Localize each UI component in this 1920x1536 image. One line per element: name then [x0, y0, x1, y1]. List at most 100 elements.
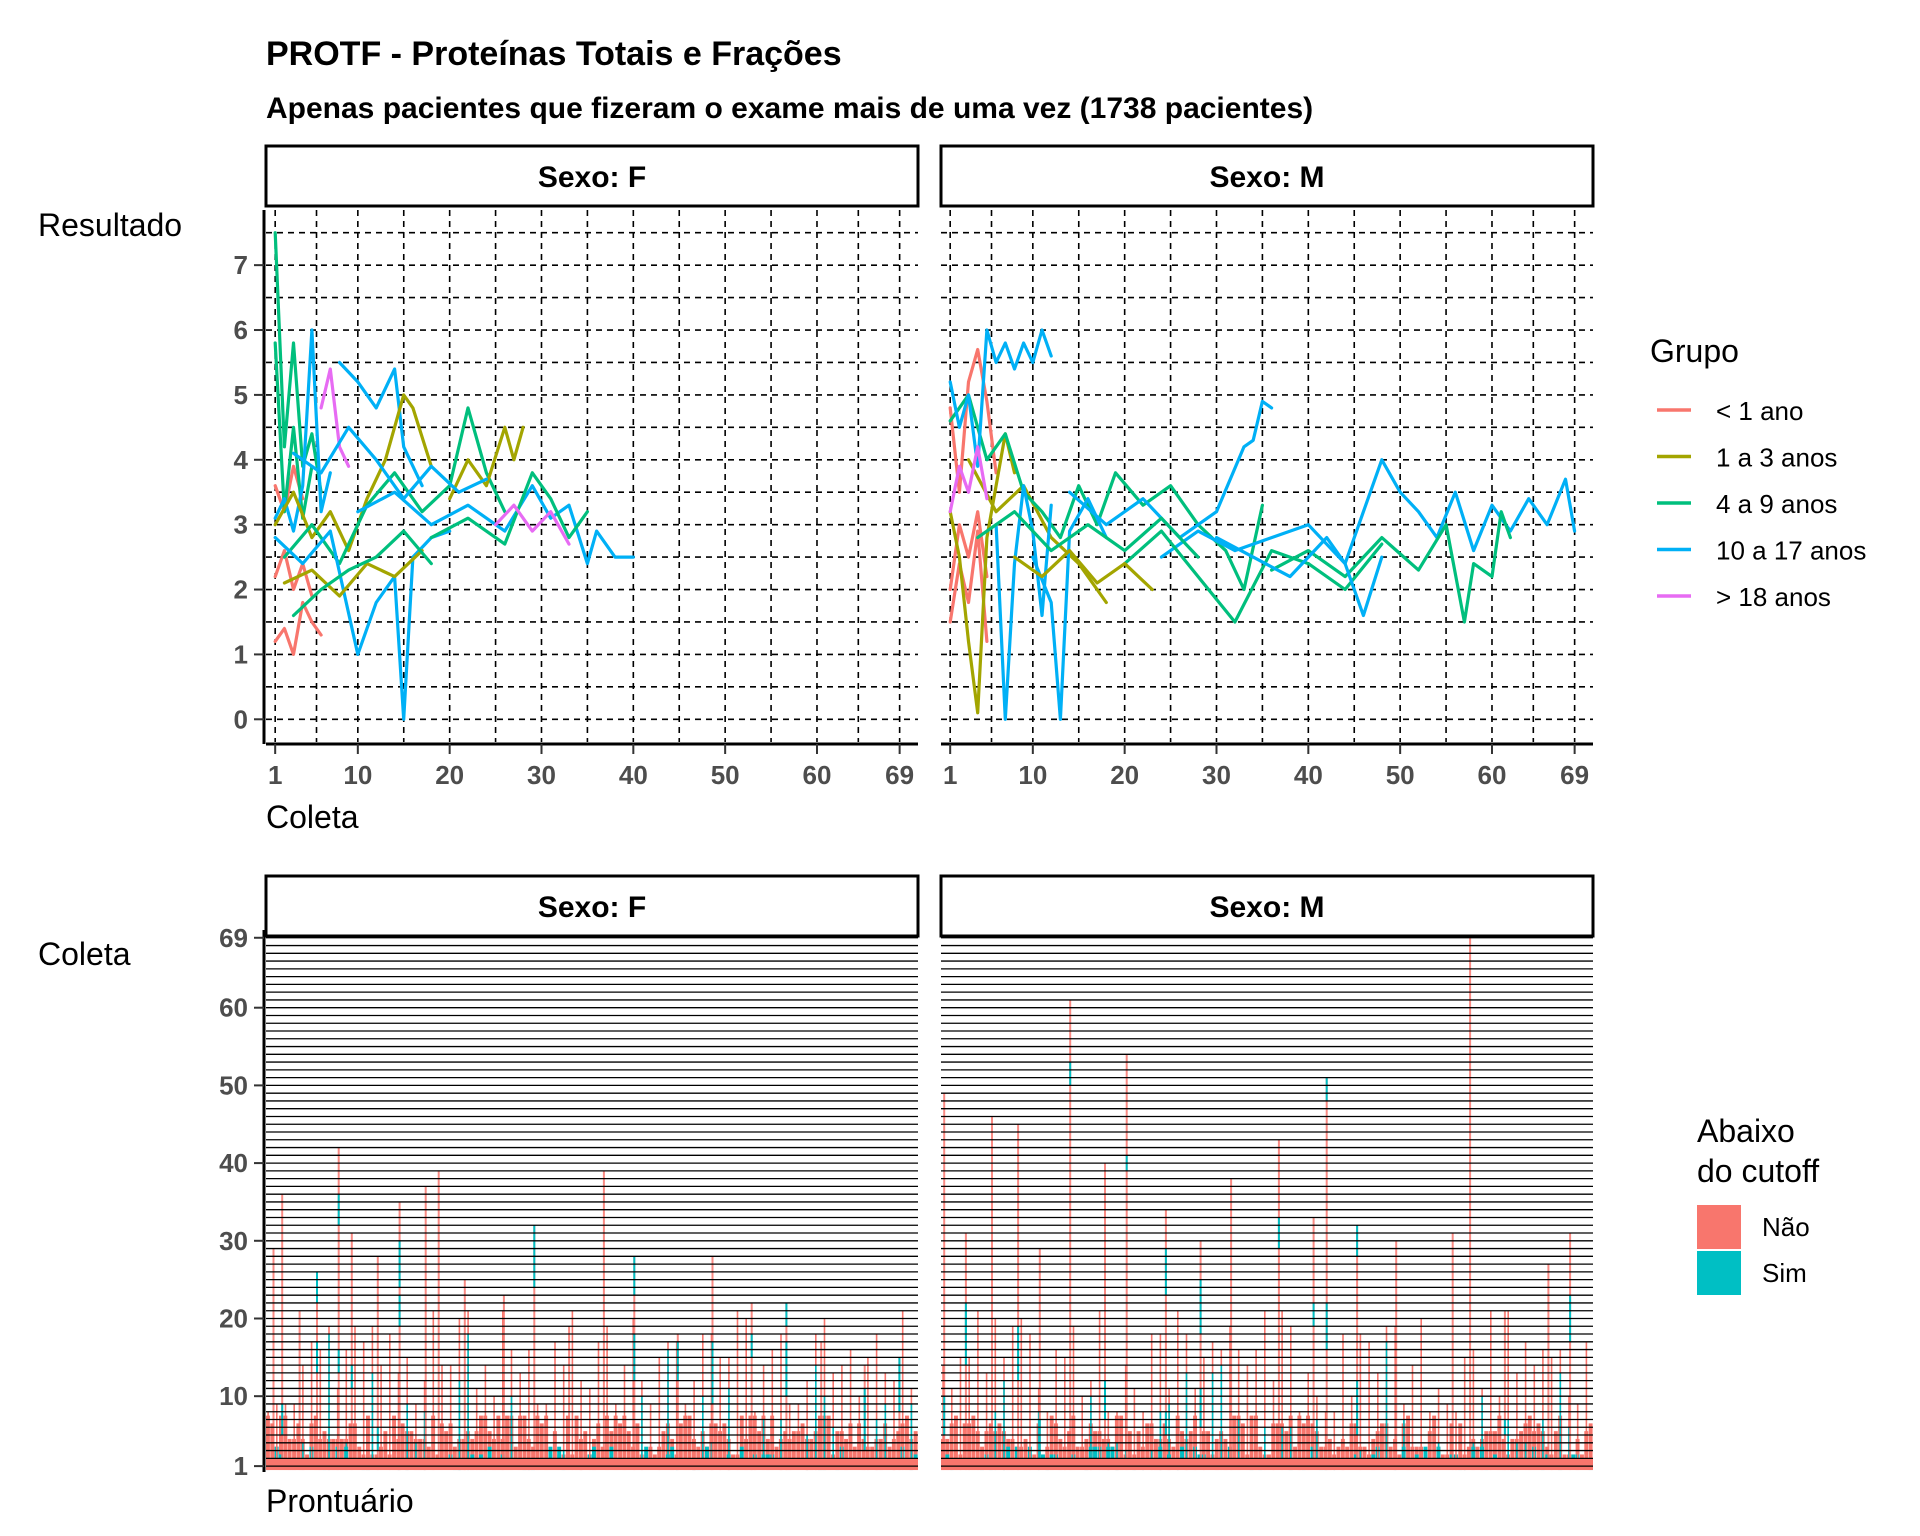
y-tick-label: 69 [219, 923, 248, 953]
bar-medium [1350, 1396, 1353, 1470]
bar-medium-sim [1568, 1427, 1570, 1470]
bar-medium [942, 1365, 944, 1471]
bar-tall [1199, 1240, 1202, 1470]
bar-tall-sim [337, 1349, 340, 1373]
bar-medium [1463, 1357, 1466, 1471]
bar-band [266, 1458, 918, 1471]
bar-medium [1516, 1372, 1518, 1470]
bar-medium-sim [1472, 1442, 1475, 1471]
y-tick-label: 0 [234, 704, 248, 734]
bar-medium [615, 1403, 617, 1470]
bar-medium-sim [1185, 1372, 1188, 1470]
bar-medium-sim [1516, 1442, 1518, 1471]
line-4-a-9-anos [429, 471, 590, 546]
bar-medium [1377, 1372, 1379, 1470]
bar-medium-sim [371, 1372, 374, 1470]
bar-medium [951, 1388, 953, 1471]
bar-medium [1472, 1349, 1475, 1470]
bar-medium [319, 1349, 322, 1470]
legend-key-sim [1697, 1251, 1741, 1295]
bar-medium [1194, 1388, 1196, 1471]
bar-medium [1333, 1411, 1336, 1471]
bar-medium [780, 1334, 782, 1471]
line-4-a-9-anos [291, 529, 433, 618]
bar-medium-sim [1316, 1419, 1318, 1470]
bar-medium [441, 1365, 443, 1471]
bar-base [1058, 1438, 1063, 1471]
bar-base [1310, 1423, 1315, 1470]
bar-base [1458, 1423, 1463, 1470]
bar-medium [959, 1357, 962, 1471]
bar-base [400, 1423, 405, 1470]
bar-medium [502, 1310, 504, 1471]
bar-medium-sim [1159, 1411, 1162, 1471]
bar-medium [1490, 1310, 1492, 1471]
x-tick-label: 50 [1386, 760, 1415, 790]
bar-medium-sim [641, 1396, 643, 1470]
x-tick-label: 20 [1110, 760, 1139, 790]
bar-tall [376, 1256, 379, 1471]
bar-medium-sim [884, 1403, 887, 1470]
bar-medium [380, 1365, 382, 1471]
bar-base [1510, 1438, 1515, 1471]
bar-base [1084, 1438, 1089, 1471]
legend-label-4-a-9-anos: 4 a 9 anos [1716, 489, 1837, 519]
facet-label-bottom-m: Sexo: M [1209, 891, 1324, 924]
bar-base [348, 1423, 353, 1470]
bar-base [722, 1423, 727, 1470]
bar-medium [1264, 1310, 1266, 1471]
bar-medium [1272, 1380, 1275, 1471]
line-1-a-3-anos [1012, 548, 1154, 592]
bar-base [1214, 1438, 1219, 1471]
line-10-a-17-anos [273, 529, 452, 721]
bar-base [1240, 1423, 1245, 1470]
bar-medium [571, 1310, 574, 1471]
y-tick-label: 5 [234, 380, 248, 410]
bar-medium [1368, 1341, 1370, 1470]
bar-tall-sim [350, 1365, 353, 1389]
bar-tall-sim [676, 1341, 679, 1381]
bar-medium [1064, 1357, 1066, 1471]
line-1-a-3-anos [448, 425, 525, 501]
facet-strip-top-f: Sexo: F [264, 144, 920, 208]
legend-label-1-ano: < 1 ano [1716, 396, 1803, 426]
legend-title-cutoff-line2: do cutoff [1697, 1153, 1819, 1189]
bar-tall [568, 1326, 571, 1470]
bar-base [1353, 1423, 1358, 1470]
bar-tall-sim [898, 1357, 901, 1412]
bar-tall [820, 1341, 823, 1470]
axes-bottom: 1 10 20 30 40 50 60 69 [219, 923, 266, 1481]
bar-medium-sim [1264, 1427, 1266, 1470]
bar-medium [1046, 1411, 1049, 1471]
line-10-a-17-anos [356, 484, 635, 566]
y-tick-label: 60 [219, 993, 248, 1023]
bar-tall-sim [633, 1256, 636, 1296]
line-4-a-9-anos [1269, 510, 1513, 624]
bar-medium-sim [1403, 1419, 1405, 1470]
bar-medium [1324, 1411, 1327, 1471]
bar-medium [771, 1349, 774, 1470]
line-1-ano [273, 600, 323, 657]
bar-medium-sim [994, 1411, 997, 1471]
lines-panel-m [948, 328, 1577, 721]
bar-base [1154, 1438, 1158, 1471]
bar-medium-sim [406, 1403, 408, 1470]
y-tick-label: 10 [219, 1381, 248, 1411]
bar-medium-sim [875, 1419, 878, 1470]
bar-tall-sim [785, 1341, 788, 1397]
bar-medium [1203, 1357, 1205, 1471]
bar-base [270, 1423, 275, 1470]
bar-medium [1142, 1411, 1144, 1471]
x-tick-label: 60 [803, 760, 832, 790]
bar-medium [493, 1396, 495, 1470]
bar-medium [754, 1411, 756, 1471]
bar-medium [977, 1310, 979, 1471]
bar-base [988, 1423, 993, 1470]
bar-tall [1104, 1163, 1106, 1470]
bar-medium [806, 1380, 808, 1471]
bar-tall [1325, 1077, 1328, 1471]
bar-tall-sim [943, 1396, 946, 1435]
x-tick-label: 40 [1294, 760, 1323, 790]
bar-base [331, 1438, 336, 1471]
bar-tall-sim [1069, 1062, 1072, 1086]
